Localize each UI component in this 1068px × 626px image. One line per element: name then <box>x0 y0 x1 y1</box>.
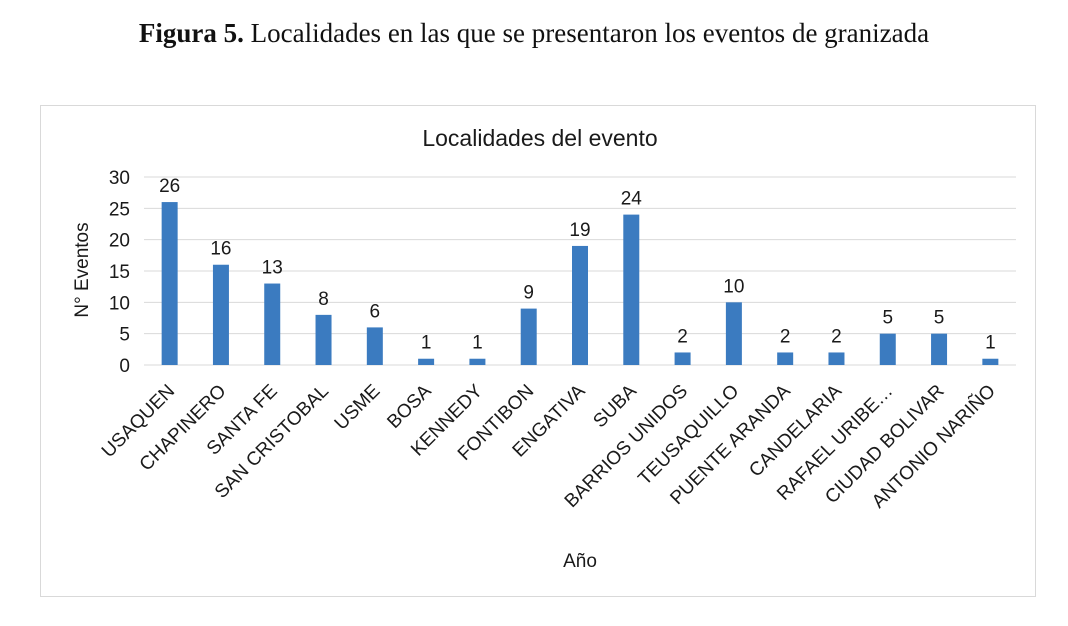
bar-6 <box>418 358 435 365</box>
y-tick-label: 25 <box>109 199 130 220</box>
figure-label: Figura 5. <box>138 18 244 48</box>
bar-3 <box>264 283 281 365</box>
y-axis-label: N° Eventos <box>72 222 93 317</box>
data-label: 6 <box>370 301 381 322</box>
y-tick-label: 5 <box>119 325 130 346</box>
y-tick-label: 15 <box>109 262 130 283</box>
data-label: 5 <box>934 308 945 329</box>
figure-caption: Figura 5. Localidades en las que se pres… <box>0 18 1068 49</box>
data-label: 2 <box>677 326 688 347</box>
bar-17 <box>982 358 999 365</box>
data-label: 9 <box>523 283 534 304</box>
bar-4 <box>315 314 332 365</box>
bar-15 <box>879 333 896 365</box>
y-tick-label: 0 <box>119 356 130 377</box>
bar-1 <box>161 202 178 365</box>
bar-2 <box>212 264 229 365</box>
y-tick-label: 20 <box>109 231 130 252</box>
y-tick-label: 30 <box>109 168 130 189</box>
bar-5 <box>366 327 383 365</box>
bar-14 <box>828 352 845 365</box>
bar-13 <box>777 352 794 365</box>
chart-title: Localidades del evento <box>422 125 657 151</box>
data-label: 5 <box>882 308 893 329</box>
data-label: 2 <box>831 326 842 347</box>
bar-11 <box>674 352 691 365</box>
data-label: 19 <box>569 220 590 241</box>
data-label: 1 <box>472 333 483 354</box>
bar-7 <box>469 358 486 365</box>
x-axis-label: Año <box>563 551 597 572</box>
bar-10 <box>623 214 640 365</box>
bar-8 <box>520 308 537 365</box>
y-axis-ticks: 0 5 10 15 20 25 30 <box>109 168 130 377</box>
data-label: 1 <box>421 333 432 354</box>
bar-16 <box>931 333 948 365</box>
y-tick-label: 10 <box>109 293 130 314</box>
bar-12 <box>725 302 742 365</box>
bars <box>161 202 999 365</box>
bar-9 <box>572 245 588 365</box>
data-label: 10 <box>723 276 744 297</box>
x-tick-label: USME <box>331 381 385 435</box>
data-label: 13 <box>262 258 283 279</box>
data-label: 2 <box>780 326 791 347</box>
data-label: 24 <box>621 189 643 210</box>
figure-caption-text: Localidades en las que se presentaron lo… <box>243 18 930 48</box>
chart-frame <box>40 105 1036 597</box>
data-label: 1 <box>985 333 996 354</box>
data-label: 16 <box>210 239 231 260</box>
data-label: 26 <box>159 176 180 197</box>
data-label: 8 <box>318 289 329 310</box>
